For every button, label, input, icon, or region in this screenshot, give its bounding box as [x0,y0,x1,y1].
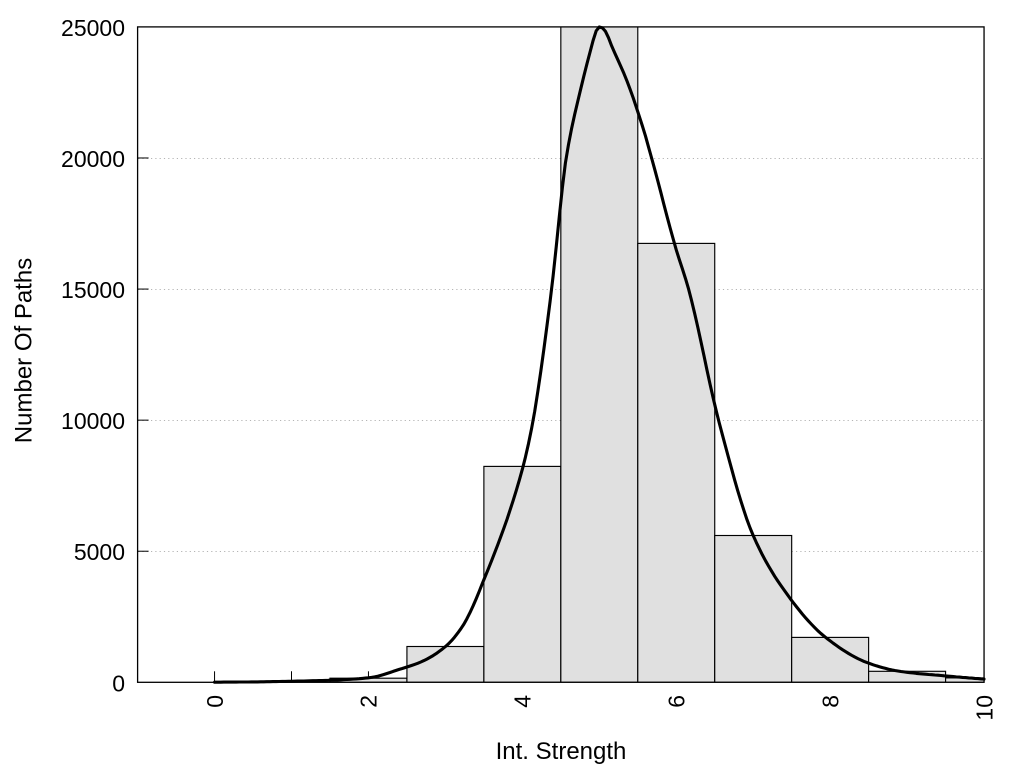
svg-text:4: 4 [510,695,536,708]
svg-text:10000: 10000 [61,408,125,434]
svg-text:2: 2 [356,695,382,708]
svg-text:5000: 5000 [74,539,125,565]
svg-text:0: 0 [202,695,228,708]
svg-text:0: 0 [112,670,125,696]
svg-text:Int. Strength: Int. Strength [496,738,627,765]
svg-text:6: 6 [663,695,689,708]
svg-text:25000: 25000 [61,15,125,41]
svg-text:15000: 15000 [61,277,125,303]
svg-text:8: 8 [817,695,843,708]
svg-text:20000: 20000 [61,146,125,172]
svg-text:Number Of Paths: Number Of Paths [11,258,38,443]
svg-text:10: 10 [971,695,997,721]
